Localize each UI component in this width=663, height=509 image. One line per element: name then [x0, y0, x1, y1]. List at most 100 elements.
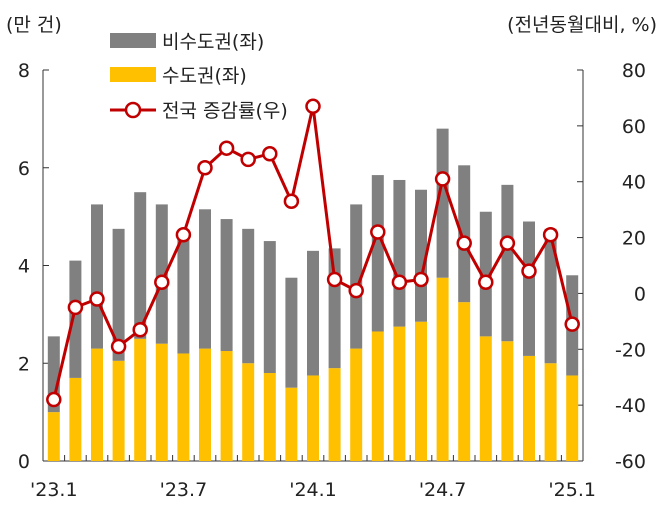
bar-capital [350, 348, 363, 461]
growth-point [283, 193, 300, 210]
growth-point [305, 98, 321, 115]
growth-point [499, 235, 516, 251]
left-tick-label: 8 [18, 60, 30, 82]
bar-capital [220, 351, 233, 461]
growth-point [46, 391, 62, 408]
growth-point [434, 171, 451, 187]
bar-capital [69, 377, 82, 461]
bar-capital [436, 277, 449, 461]
left-tick-label: 0 [18, 451, 30, 473]
bar-capital [155, 343, 168, 461]
bar-non-capital [501, 184, 514, 342]
bar-non-capital [328, 248, 341, 369]
bar-non-capital [112, 228, 125, 361]
growth-point [89, 291, 105, 307]
growth-point [542, 227, 559, 243]
bar-capital [393, 326, 406, 461]
growth-point [348, 282, 364, 299]
bar-capital [263, 373, 276, 461]
bar-capital [566, 375, 579, 461]
x-axis-ticks: '23.1 '23.7 '24.1 '24.7 '25.1 [30, 455, 596, 501]
growth-point [262, 146, 278, 162]
bar-capital [523, 355, 535, 461]
growth-point [175, 227, 192, 243]
bar-capital [415, 321, 427, 461]
right-tick-label: -20 [615, 339, 646, 361]
bar-capital [91, 348, 103, 461]
right-tick-label: 40 [622, 172, 646, 194]
growth-point [154, 274, 170, 291]
bar-non-capital [523, 221, 535, 356]
legend-swatch-growth-marker [124, 101, 142, 119]
bar-non-capital [199, 209, 211, 349]
bar-capital [458, 302, 471, 461]
left-tick-label: 6 [18, 158, 30, 180]
bar-capital [479, 336, 492, 461]
bar-non-capital [155, 204, 168, 344]
right-tick-label: 60 [622, 116, 646, 138]
growth-point [478, 274, 494, 291]
bar-capital [112, 360, 125, 461]
right-tick-label: 80 [622, 60, 646, 82]
right-tick-label: -40 [615, 395, 646, 417]
left-tick-label: 4 [18, 256, 30, 278]
legend-swatch-non-capital [110, 33, 156, 48]
legend: 비수도권(좌) 수도권(좌) 전국 증감률(우) [110, 31, 288, 122]
bar-non-capital [242, 228, 255, 364]
right-tick-label: -60 [615, 451, 646, 473]
growth-point [521, 263, 537, 279]
bar-non-capital [307, 250, 319, 376]
bar-non-capital [350, 204, 363, 349]
bar-non-capital [177, 236, 190, 354]
x-tick-label: '24.7 [419, 479, 467, 501]
left-axis-unit: (만 건) [6, 14, 62, 36]
bar-non-capital [371, 175, 384, 332]
growth-point [110, 338, 127, 355]
bars [47, 128, 579, 461]
growth-point [456, 235, 472, 251]
left-tick-label: 2 [18, 353, 30, 375]
right-axis-ticks: -60 -40 -20 0 20 40 60 80 [577, 60, 646, 473]
bar-capital [307, 375, 319, 461]
bar-non-capital [263, 241, 276, 374]
right-tick-label: 20 [622, 228, 646, 250]
bar-non-capital [134, 192, 147, 339]
legend-label-non-capital: 비수도권(좌) [162, 31, 264, 53]
x-tick-label: '23.1 [30, 479, 78, 501]
bar-capital [199, 348, 211, 461]
bar-capital [328, 368, 341, 461]
bar-capital [371, 331, 384, 461]
legend-swatch-capital [110, 67, 156, 82]
bar-non-capital [393, 179, 406, 327]
x-tick-label: '25.1 [548, 479, 596, 501]
left-axis-ticks: 0 2 4 6 8 [18, 60, 49, 473]
bar-non-capital [458, 165, 471, 303]
growth-point [370, 224, 386, 240]
growth-point [240, 151, 256, 168]
growth-point [67, 299, 84, 316]
bar-capital [285, 387, 298, 461]
bar-capital [177, 353, 190, 461]
legend-label-growth: 전국 증감률(우) [162, 100, 288, 122]
bar-capital [47, 412, 60, 461]
bar-capital [544, 363, 557, 461]
bar-capital [134, 338, 147, 461]
growth-point [197, 160, 213, 176]
growth-point [413, 271, 429, 288]
x-tick-label: '23.7 [160, 479, 208, 501]
bar-non-capital [91, 204, 103, 349]
x-tick-label: '24.1 [289, 479, 337, 501]
growth-point [218, 140, 235, 156]
growth-point [391, 274, 408, 291]
growth-line [46, 98, 580, 408]
legend-label-capital: 수도권(좌) [162, 65, 247, 87]
bar-capital [501, 341, 514, 461]
right-tick-label: 0 [634, 283, 646, 305]
bar-non-capital [479, 211, 492, 337]
bar-non-capital [436, 128, 449, 278]
bar-non-capital [415, 189, 427, 322]
bar-non-capital [285, 277, 298, 388]
growth-point [132, 321, 148, 338]
growth-point [564, 316, 580, 332]
